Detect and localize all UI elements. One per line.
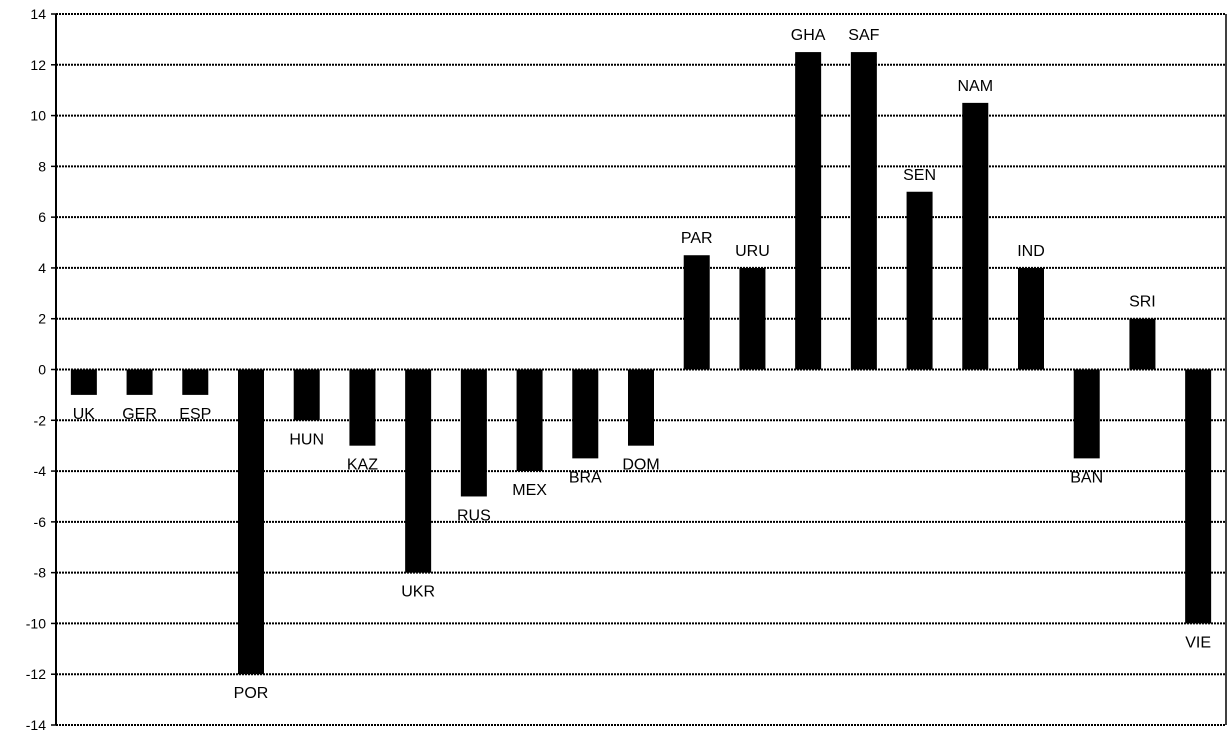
bar-gha (795, 52, 822, 370)
bar-label-vie: VIE (1185, 634, 1211, 651)
y-tick-label: 14 (30, 6, 46, 22)
bar-label-kaz: KAZ (347, 457, 378, 474)
bar-ukr (405, 369, 432, 573)
bar-label-uk: UK (73, 406, 96, 423)
y-tick-label: -4 (34, 463, 47, 479)
bar-kaz (349, 369, 376, 446)
bar-esp (182, 369, 209, 395)
bar-rus (460, 369, 487, 497)
bar-ger (126, 369, 153, 395)
bar-label-por: POR (234, 685, 269, 702)
bar-ban (1073, 369, 1100, 459)
y-tick-label: -14 (26, 717, 46, 733)
bar-labels: UK GER ESP POR HUN KAZ UKR RUS MEX BRA DOM PAR URU GH… (73, 27, 1211, 702)
bar-label-ind: IND (1017, 243, 1045, 260)
bar-uk (70, 369, 97, 395)
bar-label-saf: SAF (848, 27, 879, 44)
bars (70, 52, 1212, 675)
bar-sri (1129, 318, 1156, 370)
bar-label-nam: NAM (958, 78, 994, 95)
bar-label-ban: BAN (1070, 469, 1103, 486)
bar-sen (906, 191, 933, 370)
y-tick-label: 4 (38, 260, 46, 276)
bar-par (683, 255, 710, 370)
bar-label-hun: HUN (289, 431, 324, 448)
bar-label-rus: RUS (457, 507, 491, 524)
bar-label-dom: DOM (622, 457, 659, 474)
bar-por (238, 369, 264, 675)
bar-label-ukr: UKR (401, 584, 435, 601)
bar-label-ger: GER (122, 406, 157, 423)
bar-label-bra: BRA (569, 469, 602, 486)
y-tick-label: -8 (34, 565, 47, 581)
y-tick-label: 0 (38, 362, 46, 378)
bar-mex (516, 369, 543, 472)
bar-label-gha: GHA (791, 27, 826, 44)
bar-dom (628, 369, 654, 446)
y-tick-label: 8 (38, 158, 46, 174)
bar-label-uru: URU (735, 243, 770, 260)
bar-uru (739, 267, 766, 370)
y-axis: 14 12 10 8 6 4 2 0 -2 -4 -6 -8 -10 -12 -14 (26, 6, 1227, 733)
y-tick-label: 12 (30, 57, 46, 73)
bar-label-sen: SEN (903, 167, 936, 184)
bar-label-par: PAR (681, 230, 713, 247)
y-tick-label: -2 (34, 412, 47, 428)
bar-ind (1018, 267, 1044, 370)
y-tick-label: -12 (26, 666, 46, 682)
y-tick-label: 10 (30, 108, 46, 124)
bar-saf (850, 52, 877, 370)
y-tick-label: 2 (38, 311, 46, 327)
bar-bra (572, 369, 599, 459)
bar-label-sri: SRI (1129, 294, 1156, 311)
bar-nam (962, 102, 989, 370)
y-tick-label: -10 (26, 615, 46, 631)
bar-label-esp: ESP (179, 406, 211, 423)
y-tick-label: 6 (38, 209, 46, 225)
bar-label-mex: MEX (512, 482, 547, 499)
y-tick-label: -6 (34, 514, 47, 530)
bar-vie (1185, 369, 1212, 624)
bar-hun (293, 369, 320, 421)
